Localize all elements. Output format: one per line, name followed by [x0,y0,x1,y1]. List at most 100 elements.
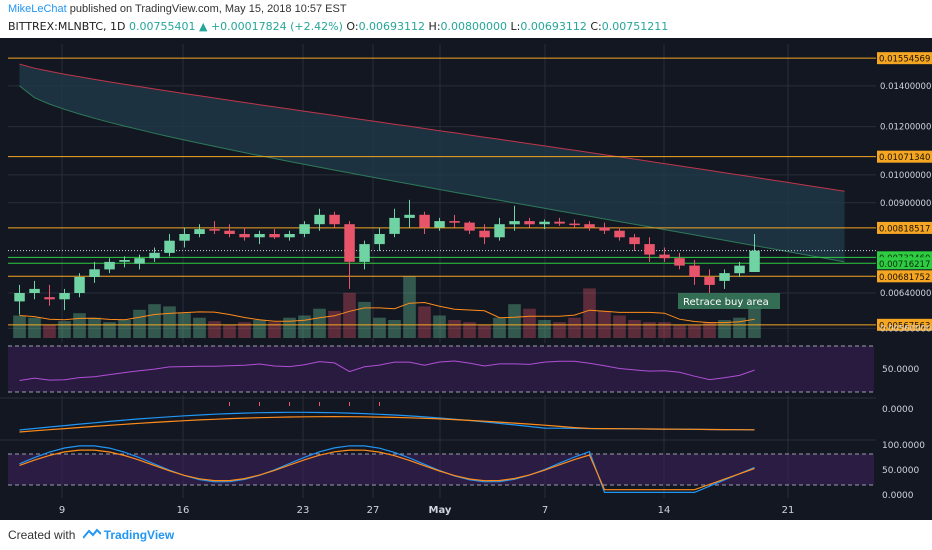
candle-body [674,258,685,266]
up-arrow-icon: ▲ [198,20,208,33]
x-tick-label: 21 [782,505,795,516]
candle-body [689,265,700,277]
candle-body [419,214,430,228]
volume-bar [583,288,596,338]
candle-body [254,234,265,238]
volume-bar [313,308,326,338]
candle-body [89,269,100,277]
candle-body [359,244,370,262]
x-tick-label: 27 [367,505,380,516]
level-price-tag [877,150,932,163]
level-price-label: 0.00716217 [879,260,930,270]
tradingview-logo-icon[interactable] [81,528,102,543]
stoch-label-50: 50.0000 [882,466,919,476]
volume-bar [688,324,701,338]
author-link[interactable]: MikeLeChat [8,3,67,15]
volume-bar [178,313,191,338]
candle-body [314,214,325,225]
high-value: 0.00800000 [440,20,508,33]
candle-body [239,234,250,238]
level-price-label: 0.00567563 [879,321,930,331]
annotation-box [678,293,780,309]
candle-body [284,234,295,238]
volume-bar [733,317,746,338]
x-tick-label: 9 [59,505,65,516]
candle-body [344,224,355,262]
macd-panel: 0.0000 [0,397,914,433]
x-tick-label: 16 [177,505,190,516]
close-label: C: [590,20,602,33]
y-tick-label: 0.00640000 [880,289,931,299]
time-axis: 9 16 23 27 May 7 14 21 [59,505,795,516]
x-tick-label: 14 [658,505,671,516]
candle-body [449,221,460,223]
last-price: 0.00755401 [128,20,196,33]
candle-body [59,293,70,300]
candle-body [509,221,520,225]
volume-bar [28,317,41,338]
low-value: 0.00693112 [520,20,587,33]
candle-body [389,217,400,234]
candle-body [614,230,625,238]
candle-body [749,250,760,272]
candlesticks [14,199,760,315]
candle-body [464,222,475,231]
level-price-tag [877,257,932,270]
volume-bar [148,304,161,338]
volume-bar [703,322,716,338]
candle-body [704,277,715,285]
level-price-label: 0.01554569 [879,55,930,65]
low-label: L: [510,20,521,33]
candle-body [224,230,235,234]
volume-bar [568,317,581,338]
candle-body [134,258,145,264]
volume-bar [88,317,101,338]
candle-body [74,277,85,293]
volume-bar [133,309,146,338]
candle-body [629,237,640,245]
y-tick-label: 0.00560000 [880,324,931,334]
volume-bar [523,308,536,338]
price-chart-svg[interactable]: Retrace buy area 0.01554569 0.01071340 0.0… [0,38,932,520]
volume-bar [118,320,131,338]
volume-bar [208,321,221,338]
candle-body [14,293,25,302]
footer: Created with TradingView [0,520,932,550]
rsi-panel: 50.0000 [0,343,919,395]
candle-body [644,244,655,255]
volume-bar [508,304,521,338]
stoch-d-line [19,449,755,491]
time-axis-bg [0,500,932,520]
volume-bar [163,306,176,338]
candle-body [179,234,190,241]
symbol-name: BITTREX:MLNBTC, 1D [8,20,126,33]
volume-bar [493,317,506,338]
level-price-label: 0.01071340 [879,153,930,163]
level-price-label: 0.00681752 [879,273,930,283]
volume-bar [58,321,71,338]
cloud-lower-line [19,85,845,263]
cloud-upper-line [19,63,845,192]
macd-axis-label: 0.0000 [882,405,914,415]
high-label: H: [428,20,441,33]
candle-body [539,221,550,225]
volume-bar [73,313,86,338]
x-tick-label: 7 [542,505,548,516]
signal-line [19,415,755,433]
y-tick-label: 0.01200000 [880,123,931,133]
candle-body [374,234,385,245]
tradingview-brand[interactable]: TradingView [103,528,175,542]
volume-bar [373,317,386,338]
rsi-line [19,360,755,381]
candle-body [434,221,445,228]
chart-area[interactable]: Retrace buy area 0.01554569 0.01071340 0.0… [0,38,932,520]
annotation-group: Retrace buy area [678,293,780,309]
volume-bar [448,320,461,338]
symbol-info: BITTREX:MLNBTC, 1D 0.00755401 ▲ +0.00017… [8,20,668,33]
candle-body [554,221,565,224]
published-text: published on TradingView.com, May 15, 20… [69,3,347,15]
volume-bar [343,292,356,338]
candle-body [479,230,490,238]
candle-body [194,229,205,234]
candle-body [299,224,310,234]
